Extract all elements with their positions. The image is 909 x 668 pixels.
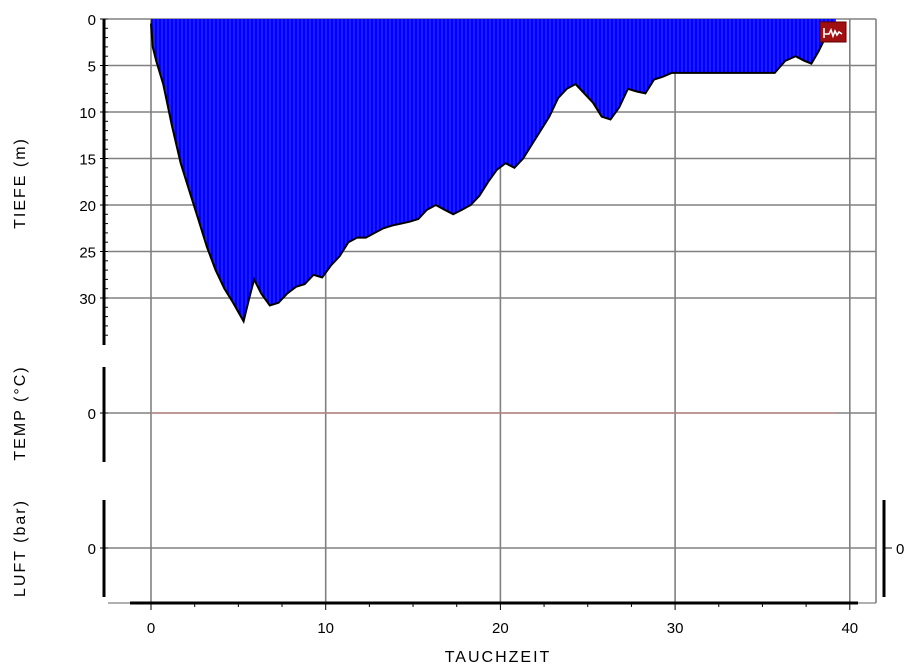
x-tick-label-0: 0 <box>147 620 155 637</box>
icon-background <box>819 21 847 43</box>
axes: 0 10 20 30 40 0 5 10 15 20 25 30 0 0 <box>79 12 858 637</box>
depth-tick-label-25: 25 <box>79 245 96 262</box>
depth-tick-label-20: 20 <box>79 198 96 215</box>
depth-tick-label-10: 10 <box>79 105 96 122</box>
y-axis-title-temp: TEMP (°C) <box>12 365 29 460</box>
depth-line <box>150 23 837 324</box>
temp-tick-label-0: 0 <box>88 406 96 423</box>
x-tick-label-20: 20 <box>492 620 509 637</box>
icon-waveform <box>823 27 843 39</box>
y-axis-title-depth: TIEFE (m) <box>12 137 29 229</box>
x-tick-label-30: 30 <box>667 620 684 637</box>
x-axis-title: TAUCHZEIT <box>445 649 552 666</box>
dive-profile-icon[interactable] <box>819 21 847 43</box>
depth-tick-label-30: 30 <box>79 291 96 308</box>
air-right-tick-label-0: 0 <box>896 541 904 558</box>
depth-tick-label-5: 5 <box>88 59 96 76</box>
y-axis-title-air: LUFT (bar) <box>12 499 29 597</box>
x-tick-label-40: 40 <box>841 620 858 637</box>
depth-tick-label-0: 0 <box>88 12 96 29</box>
air-tick-label-0: 0 <box>88 541 96 558</box>
depth-tick-label-15: 15 <box>79 152 96 169</box>
x-tick-label-10: 10 <box>317 620 334 637</box>
depth-panel <box>150 19 837 324</box>
